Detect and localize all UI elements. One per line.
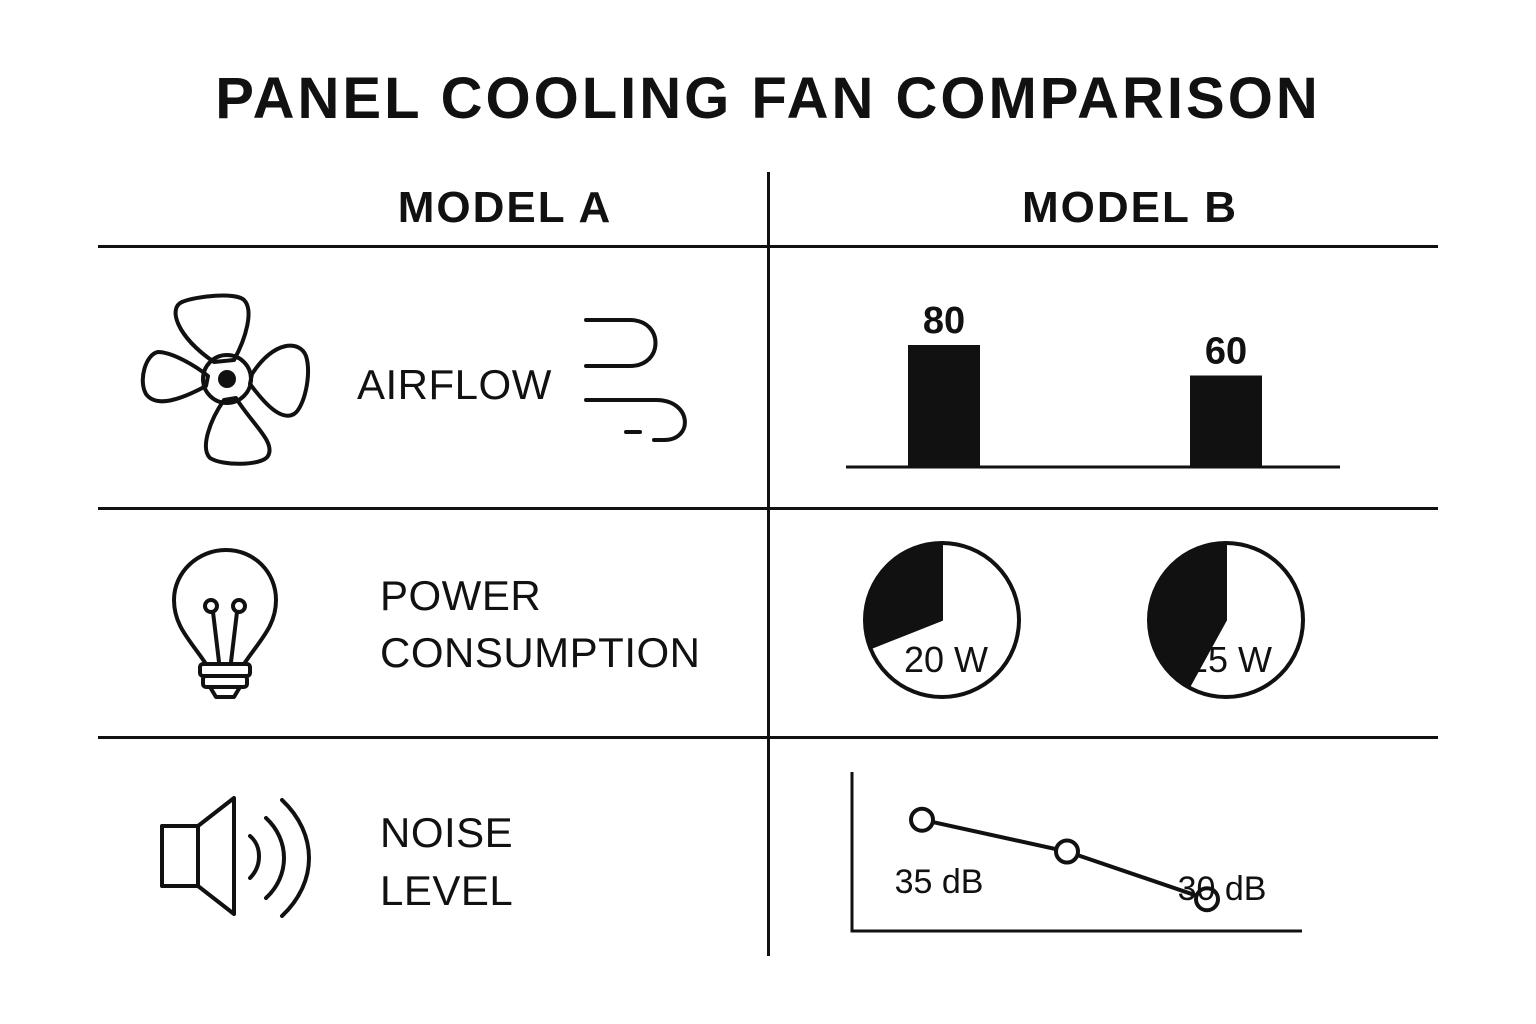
power-gauges: 20 W 25 W: [863, 541, 1305, 699]
lightbulb-icon: [172, 548, 278, 699]
bar-0: [908, 345, 980, 467]
wind-icon: [584, 318, 687, 442]
airflow-bar-chart: 80 60: [846, 300, 1340, 469]
noise-point-0: [909, 806, 935, 833]
speaker-icon: [160, 796, 311, 918]
row-label-power-line-1: POWER: [380, 572, 542, 619]
row-label-airflow: AIRFLOW: [357, 361, 552, 408]
row-divider-1: [98, 507, 1438, 510]
page-title: PANEL COOLING FAN COMPARISON: [215, 66, 1321, 131]
row-label-noise-line-1: NOISE: [380, 809, 514, 856]
noise-axes: [850, 772, 1302, 933]
bar-1: [1190, 375, 1262, 467]
column-divider: [767, 172, 770, 956]
noise-line-chart: 35 dB 30 dB: [850, 772, 1302, 933]
gauge-fill-1: [1148, 542, 1227, 689]
gauge-label-0: 20 W: [904, 639, 988, 680]
noise-point-2: [1194, 886, 1220, 913]
row-label-power-line-2: CONSUMPTION: [380, 629, 701, 676]
row-label-noise-line-2: LEVEL: [380, 867, 514, 914]
gauge-label-1: 25 W: [1188, 639, 1272, 680]
row-divider-2: [98, 736, 1438, 739]
column-header-model-b: MODEL B: [1021, 183, 1239, 232]
gauge-fill-0: [864, 542, 943, 650]
bar-value-label-0: 80: [923, 300, 965, 342]
noise-label-2: 30 dB: [1178, 870, 1267, 908]
bar-value-label-1: 60: [1205, 331, 1247, 373]
header-divider: [98, 245, 1438, 248]
noise-label-0: 35 dB: [895, 863, 984, 901]
column-header-model-a: MODEL A: [397, 183, 613, 232]
noise-point-1: [1054, 838, 1080, 865]
fan-icon: [140, 293, 311, 466]
